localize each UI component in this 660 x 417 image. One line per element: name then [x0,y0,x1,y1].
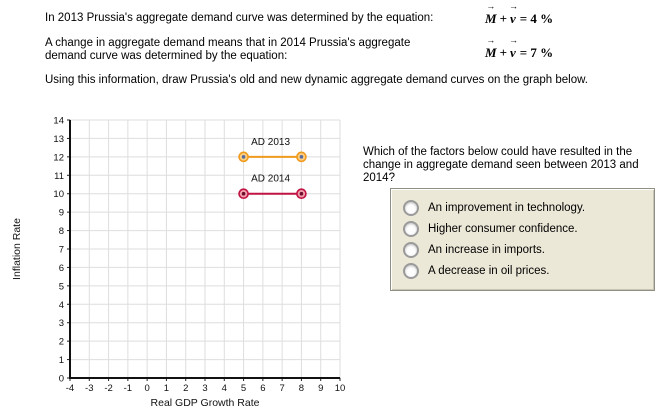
y-tick-label: 0 [59,374,64,385]
y-tick-label: 5 [59,281,64,292]
ad-2014-label: AD 2014 [251,174,290,185]
vector-arrow-icon: → [508,1,518,11]
ad-2014-endpoint-center [299,191,304,196]
option-row-consumer-confidence[interactable]: Higher consumer confidence. [403,218,644,239]
ad-graph-panel: -4 -3 -2 -1 0 1 2 3 4 5 6 7 8 9 10 0 1 2 3 4 5 6 7 8 9 10 11 12 13 14… [8,106,358,417]
radio-button[interactable] [403,199,419,216]
x-tick-label: -1 [124,383,132,394]
option-label: A decrease in oil prices. [428,264,550,277]
y-tick-label: 1 [59,355,64,366]
ad-2013-label: AD 2013 [251,137,290,148]
option-label: An improvement in technology. [428,201,586,214]
money-growth-variable: → M [485,1,497,27]
x-tick-label: 8 [299,383,304,394]
radio-button[interactable] [403,241,419,258]
x-tick-label: 0 [144,383,149,394]
radio-button[interactable] [403,220,419,237]
radio-button[interactable] [403,262,419,279]
plus-operator: + [499,11,507,26]
y-tick-label: 4 [59,300,64,311]
ad-2013-endpoint-center [299,155,304,159]
option-label: An increase in imports. [428,243,545,256]
velocity-variable: → v [508,1,518,27]
x-tick-label: 1 [164,383,169,394]
y-tick-label: 6 [59,263,64,274]
y-tick-label: 3 [59,318,64,329]
option-row-technology[interactable]: An improvement in technology. [403,197,644,218]
y-tick-label: 13 [53,134,64,145]
y-tick-label: 7 [59,245,64,256]
question-text: Which of the factors below could have re… [363,146,639,184]
x-tick-label: -2 [104,383,112,394]
ad-2014-endpoint-center [241,191,246,196]
vector-arrow-icon: → [486,35,496,45]
y-tick-label: 10 [53,189,64,200]
x-tick-label: 10 [335,383,346,394]
option-row-oil-prices[interactable]: A decrease in oil prices. [403,260,644,281]
x-tick-label: -3 [85,383,93,394]
x-axis-label: Real GDP Growth Rate [151,397,260,409]
money-growth-variable: → M [485,35,497,61]
ad-graph-svg[interactable]: -4 -3 -2 -1 0 1 2 3 4 5 6 7 8 9 1001234567891011121314… [8,106,358,417]
x-tick-label: 7 [279,383,284,394]
plus-operator: + [499,45,507,60]
y-axis-label: Inflation Rate [11,218,23,280]
y-tick-label: 2 [59,337,64,348]
intro-line-1: In 2013 Prussia's aggregate demand curve… [45,12,434,24]
vector-arrow-icon: → [486,1,496,11]
intro-line-3: Using this information, draw Prussia's o… [45,74,588,86]
y-tick-label: 14 [53,116,64,127]
x-tick-label: 2 [183,383,188,394]
x-tick-label: 4 [222,383,227,394]
x-tick-label: 5 [241,383,246,394]
equation-2014-rhs: = 7 % [519,45,554,60]
velocity-variable: → v [508,35,518,61]
y-tick-label: 11 [54,171,64,182]
equation-2014: → M + → v = 7 % [484,35,554,61]
ad-2013-endpoint-center [241,155,246,159]
intro-line-2: A change in aggregate demand means that … [45,37,411,62]
options-box: An improvement in technology. Higher con… [390,188,655,291]
y-tick-label: 9 [59,208,64,219]
option-label: Higher consumer confidence. [428,222,578,235]
equation-2013-rhs: = 4 % [519,11,554,26]
x-tick-label: 6 [260,383,265,394]
y-tick-label: 12 [53,152,64,163]
x-tick-label: -4 [66,383,74,394]
vector-arrow-icon: → [508,35,518,45]
y-tick-label: 8 [59,226,64,237]
x-tick-label: 3 [202,383,207,394]
option-row-imports[interactable]: An increase in imports. [403,239,644,260]
equation-2013: → M + → v = 4 % [484,1,554,27]
x-tick-label: 9 [318,383,323,394]
